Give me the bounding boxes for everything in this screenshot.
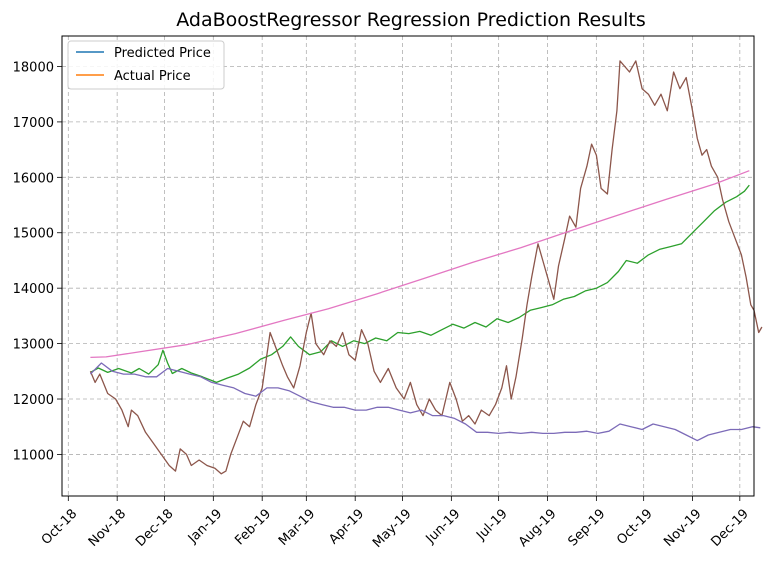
y-tick-label: 14000 xyxy=(13,282,54,297)
series-line-1 xyxy=(89,60,763,475)
y-axis: 11000 12000 13000 14000 15000 16000 17000 18000 xyxy=(13,60,62,463)
series-line-3 xyxy=(90,170,750,359)
series-line-2 xyxy=(89,362,761,442)
y-tick-label: 17000 xyxy=(13,116,54,131)
series-line-0 xyxy=(90,184,750,384)
legend-label-actual: Actual Price xyxy=(114,69,191,84)
y-tick-label: 16000 xyxy=(13,171,54,186)
y-tick-label: 13000 xyxy=(13,338,54,353)
y-tick-label: 15000 xyxy=(13,227,54,242)
legend: Predicted Price Actual Price xyxy=(67,40,225,90)
y-tick-label: 12000 xyxy=(13,393,54,408)
legend-box xyxy=(67,40,225,90)
series-layer xyxy=(89,60,763,475)
chart-title: AdaBoostRegressor Regression Prediction … xyxy=(176,9,645,31)
y-tick-label: 11000 xyxy=(13,448,54,463)
legend-label-predicted: Predicted Price xyxy=(114,46,211,61)
plot-frame xyxy=(61,35,755,497)
y-tick-label: 18000 xyxy=(13,60,54,75)
